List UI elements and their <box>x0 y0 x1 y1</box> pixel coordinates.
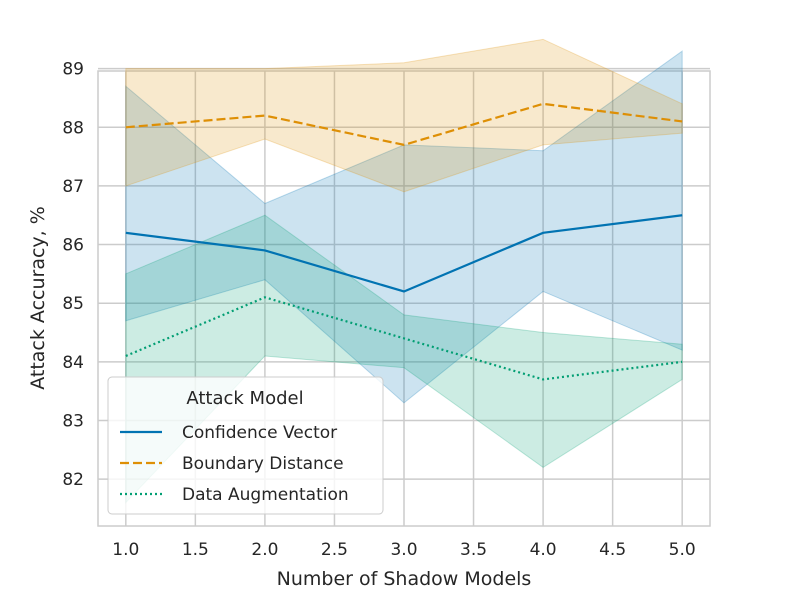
legend: Attack Model Confidence Vector Boundary … <box>107 376 384 515</box>
band-confidence-vector <box>125 50 683 404</box>
legend-title: Attack Model <box>186 388 303 409</box>
x-tick-label: 1.5 <box>182 540 209 560</box>
line-confidence-vector <box>125 214 683 293</box>
band-boundary-distance <box>125 38 683 193</box>
y-axis-ticks: 82 83 84 85 86 87 88 89 <box>62 60 84 490</box>
legend-label-data-augmentation: Data Augmentation <box>182 485 349 505</box>
x-tick-label: 3.0 <box>390 540 417 560</box>
y-tick-label: 89 <box>62 60 84 80</box>
y-tick-label: 86 <box>62 236 84 256</box>
legend-box <box>107 376 384 515</box>
x-tick-label: 5.0 <box>669 540 696 560</box>
x-axis-label: Number of Shadow Models <box>277 568 532 590</box>
x-tick-label: 2.5 <box>321 540 348 560</box>
confidence-bands <box>125 38 683 504</box>
y-tick-label: 84 <box>62 353 84 373</box>
y-tick-label: 87 <box>62 177 84 197</box>
y-tick-label: 88 <box>62 118 84 138</box>
x-tick-label: 1.0 <box>112 540 139 560</box>
line-boundary-distance <box>125 102 683 147</box>
x-tick-label: 4.0 <box>530 540 557 560</box>
x-axis-ticks: 1.0 1.5 2.0 2.5 3.0 3.5 4.0 4.5 5.0 <box>112 540 695 560</box>
legend-label-boundary-distance: Boundary Distance <box>182 454 344 474</box>
x-tick-label: 2.0 <box>251 540 278 560</box>
legend-label-confidence-vector: Confidence Vector <box>182 423 337 443</box>
y-tick-label: 82 <box>62 470 84 490</box>
y-tick-label: 83 <box>62 411 84 431</box>
y-tick-label: 85 <box>62 294 84 314</box>
line-data-augmentation <box>125 296 683 381</box>
x-tick-label: 3.5 <box>460 540 487 560</box>
series-lines <box>125 102 683 381</box>
x-tick-label: 4.5 <box>599 540 626 560</box>
y-axis-label: Attack Accuracy, % <box>27 206 49 390</box>
